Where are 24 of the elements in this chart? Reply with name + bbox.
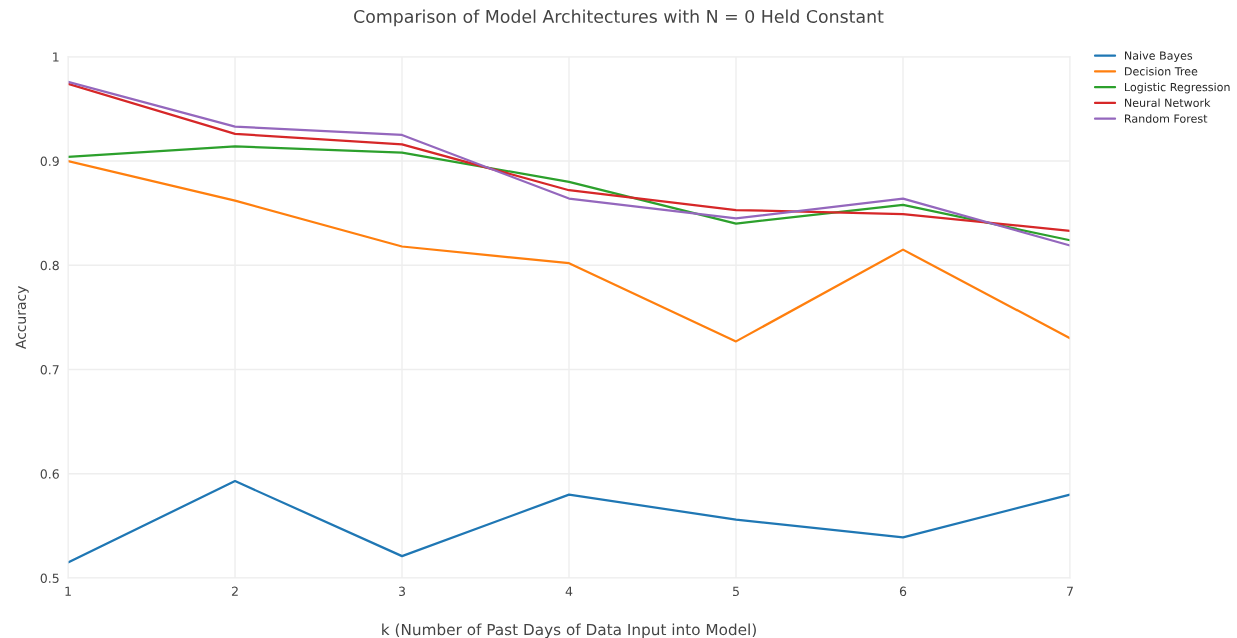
legend-label: Naive Bayes [1125,51,1193,62]
x-tick-label: 2 [231,586,238,596]
x-tick-label: 4 [565,586,573,596]
legend-label: Neural Network [1125,98,1211,108]
y-tick-label: 0.6 [40,469,59,479]
y-axis-title: Accuracy [15,286,29,349]
x-tick-label: 5 [733,586,739,597]
y-tick-label: 0.9 [40,156,59,166]
x-tick-label: 7 [1067,586,1073,596]
x-axis-title: k (Number of Past Days of Data Input into Model) [382,623,756,638]
y-tick-label: 0.5 [40,573,59,583]
y-tick-label: 1 [53,52,59,62]
line-series [68,159,1070,343]
line-series [68,479,1070,564]
y-tick-label: 0.7 [40,365,59,375]
legend-label: Logistic Regression [1125,82,1230,94]
y-tick-label: 0.8 [40,260,59,271]
x-tick-label: 6 [899,586,907,597]
line-series [68,145,1070,242]
x-tick-label: 3 [399,586,405,597]
legend-label: Random Forest [1125,114,1208,123]
legend-label: Decision Tree [1125,66,1198,76]
x-tick-label: 1 [65,586,71,596]
chart-title: Comparison of Model Architectures with N = 0 Held Constant [354,9,884,27]
